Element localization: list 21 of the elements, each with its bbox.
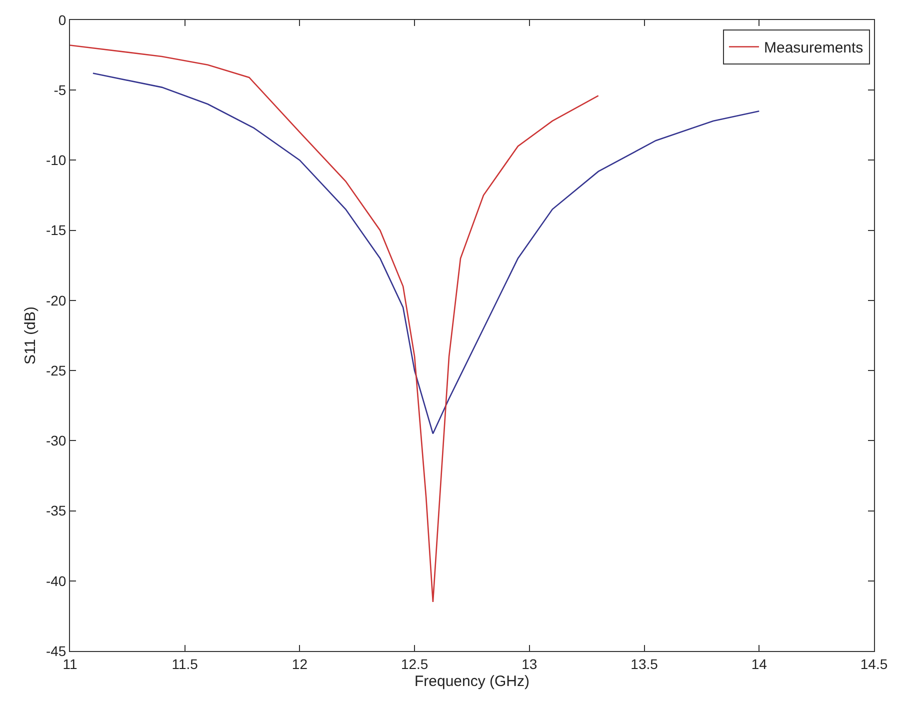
x-tick-label: 14 <box>751 656 768 672</box>
line-series <box>92 72 760 434</box>
y-axis-title: S11 (dB) <box>22 306 40 365</box>
x-tick-label: 11.5 <box>172 656 198 672</box>
x-tick-label: 12 <box>292 656 308 672</box>
y-tick-label: -25 <box>46 362 66 378</box>
x-tick-label: 13.5 <box>630 656 658 672</box>
x-tick-label: 12.5 <box>400 656 428 672</box>
y-tick-label: 0 <box>58 12 66 28</box>
y-tick-label: -10 <box>46 152 66 168</box>
x-tick-label: 13 <box>522 656 538 672</box>
y-tick-label: -30 <box>46 432 66 449</box>
legend-label: Measurements <box>764 40 864 57</box>
x-axis-title: Frequency (GHz) <box>414 672 530 690</box>
y-tick-label: -40 <box>46 572 66 589</box>
y-tick-label: -20 <box>46 292 66 308</box>
x-tick-label: 14.5 <box>860 656 888 672</box>
y-tick-label: -35 <box>46 502 66 519</box>
y-tick-label: -15 <box>46 222 66 238</box>
line-series <box>70 44 599 603</box>
y-tick-label: -5 <box>54 82 66 98</box>
